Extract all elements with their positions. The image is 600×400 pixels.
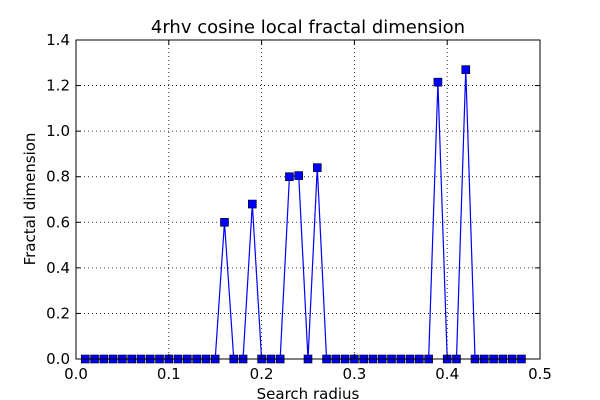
x-tick-label: 0.1 bbox=[157, 365, 181, 383]
x-tick-label: 0.3 bbox=[342, 365, 366, 383]
data-point bbox=[285, 172, 294, 182]
y-tick-label: 0.6 bbox=[46, 213, 70, 231]
x-tick-label: 0.2 bbox=[250, 365, 274, 383]
ticks-group: 0.0 0.1 0.2 0.3 0.4 0.5 0.0 0.2 0.4 0.6 0.8 1.0 1.2 1… bbox=[46, 31, 552, 383]
y-tick-label: 0.4 bbox=[46, 259, 70, 277]
data-point bbox=[294, 171, 304, 180]
data-point bbox=[433, 77, 443, 87]
y-tick-label: 0.0 bbox=[46, 350, 70, 368]
y-tick-label: 1.0 bbox=[46, 122, 70, 140]
x-tick-label: 0.4 bbox=[435, 365, 459, 383]
data-point bbox=[220, 217, 229, 227]
data-point bbox=[312, 163, 322, 172]
grid bbox=[76, 40, 540, 359]
x-axis-label: Search radius bbox=[257, 385, 360, 400]
y-tick-label: 0.2 bbox=[46, 304, 70, 322]
chart-title: 4rhv cosine local fractal dimension bbox=[151, 17, 465, 38]
plot-frame bbox=[75, 39, 541, 360]
y-tick-label: 0.8 bbox=[46, 168, 70, 186]
data-point bbox=[461, 65, 471, 74]
data-point bbox=[248, 199, 257, 209]
x-tick-label: 0.0 bbox=[64, 365, 88, 383]
y-axis-label: Fractal dimension bbox=[21, 133, 39, 266]
y-tick-label: 1.4 bbox=[46, 31, 70, 49]
x-tick-label: 0.5 bbox=[528, 365, 552, 383]
y-tick-label: 1.2 bbox=[46, 77, 70, 95]
